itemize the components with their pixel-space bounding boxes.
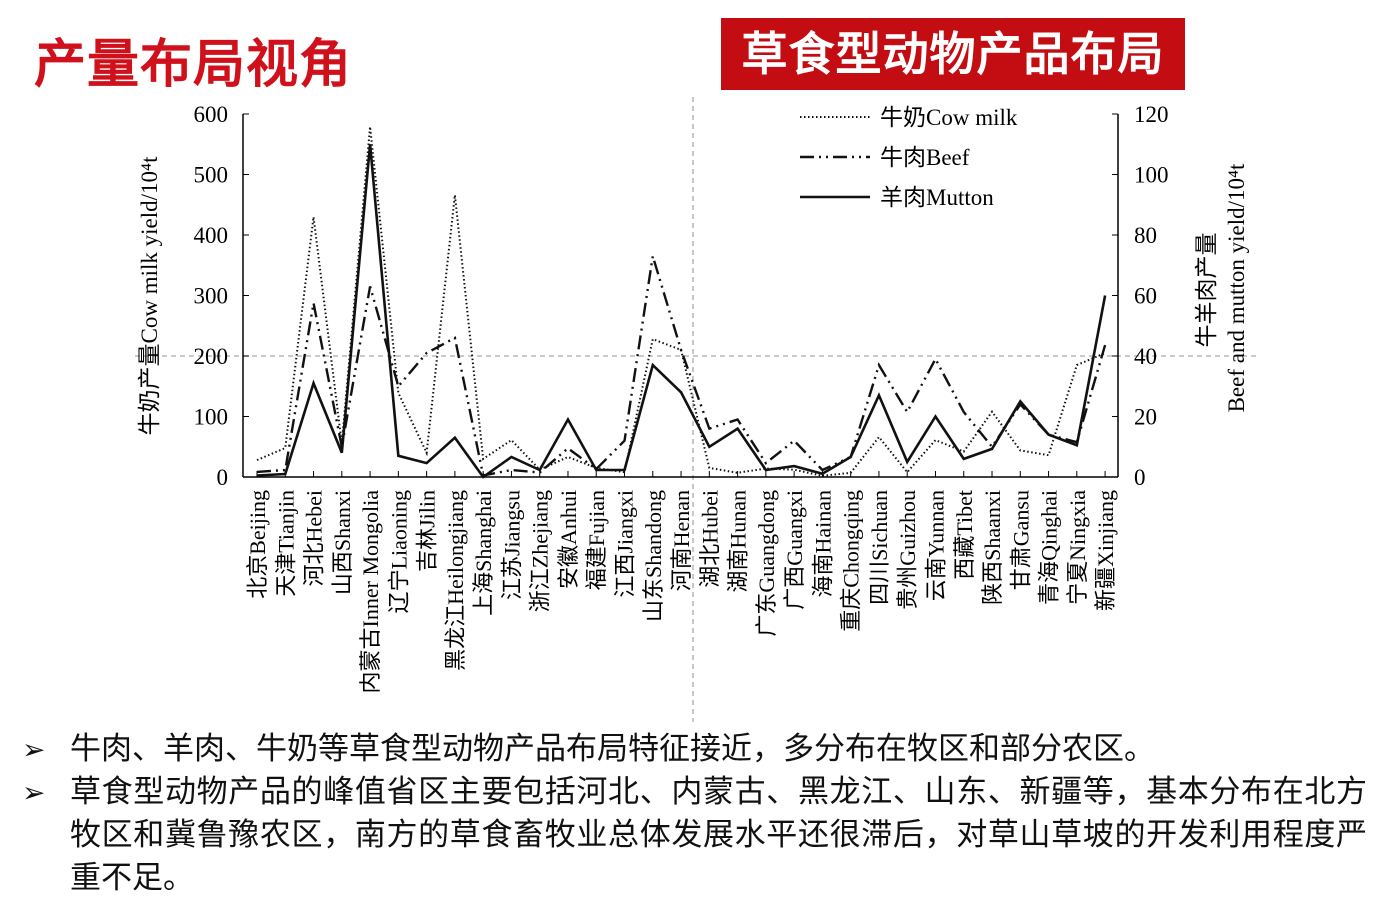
y-tick-label-right: 0 [1134,465,1146,490]
y-tick-label-right: 80 [1134,223,1157,248]
y-tick-label-right: 100 [1134,163,1169,188]
x-tick-label: 青海Qinghai [1037,490,1062,605]
y-tick-label-left: 600 [194,102,229,127]
x-tick-label: 内蒙古Inner Mongolia [358,490,383,694]
slide-title: 产量布局视角 [34,35,353,95]
bullet-list: ➢ 牛肉、羊肉、牛奶等草食型动物产品布局特征接近，多分布在牧区和部分农区。 ➢ … [22,728,1367,900]
y-tick-label-left: 500 [194,163,229,188]
x-tick-label: 浙江Zhejiang [528,490,553,612]
x-tick-label: 重庆Chongqing [839,490,864,632]
y-axis-label-right: 牛羊肉产量 [1194,233,1219,348]
bullet-text: 牛肉、羊肉、牛奶等草食型动物产品布局特征接近，多分布在牧区和部分农区。 [70,731,1155,767]
legend-label: 牛肉Beef [880,145,970,170]
x-tick-label: 宁夏Ningxia [1065,490,1090,605]
x-tick-label: 四川Sichuan [867,490,892,605]
section-banner: 草食型动物产品布局 [721,18,1185,90]
x-tick-label: 陕西Shaanxi [980,490,1005,605]
y-tick-label-right: 60 [1134,284,1157,309]
x-tick-label: 江苏Jiangsu [499,490,524,600]
series-line-dashdot [256,255,1107,477]
y-tick-label-left: 300 [194,284,229,309]
x-tick-label: 西藏Tibet [952,490,977,580]
x-tick-label: 河南Henan [669,490,694,591]
y-tick-label-left: 200 [194,344,229,369]
x-tick-label: 广西Guangxi [782,490,807,610]
x-tick-label: 湖南Hunan [726,490,751,593]
x-tick-label: 吉林Jilin [415,490,440,572]
x-tick-label: 安徽Anhui [556,490,581,589]
bullet-item: ➢ 牛肉、羊肉、牛奶等草食型动物产品布局特征接近，多分布在牧区和部分农区。 [22,728,1367,771]
y-tick-label-right: 120 [1134,102,1169,127]
x-tick-label: 天津Tianjin [273,490,298,597]
x-tick-label: 上海Shanghai [471,490,496,616]
x-tick-label: 广东Guangdong [754,490,779,637]
y-tick-label-left: 0 [217,465,229,490]
arrow-right-icon: ➢ [22,776,46,809]
y-tick-label-right: 20 [1134,405,1157,430]
x-tick-label: 江西Jiangxi [613,490,638,598]
legend-label: 羊肉Mutton [880,185,994,210]
bullet-item: ➢ 草食型动物产品的峰值省区主要包括河北、内蒙古、黑龙江、山东、新疆等，基本分布… [22,771,1367,900]
x-tick-label: 海南Hainan [810,490,835,598]
x-tick-label: 辽宁Liaoning [386,490,411,613]
bullet-text: 草食型动物产品的峰值省区主要包括河北、内蒙古、黑龙江、山东、新疆等，基本分布在北… [70,774,1367,896]
x-tick-label: 云南Yunnan [923,490,948,601]
x-tick-label: 黑龙江Heilongjiang [443,490,468,671]
y-tick-label-left: 400 [194,223,229,248]
x-tick-label: 贵州Guizhou [895,490,920,610]
x-tick-label: 新疆Xinjiang [1093,490,1118,611]
y-tick-label-left: 100 [194,405,229,430]
x-tick-label: 福建Fujian [584,490,609,590]
arrow-right-icon: ➢ [22,733,46,766]
y-tick-label-right: 40 [1134,344,1157,369]
legend-label: 牛奶Cow milk [880,105,1018,130]
x-tick-label: 湖北Hubei [697,490,722,588]
x-tick-label: 山东Shandong [641,490,666,622]
series-line-solid [256,144,1107,479]
x-tick-label: 甘肃Gansu [1008,490,1033,590]
x-tick-label: 山西Shanxi [330,490,355,595]
series-line-dotted [256,126,1106,477]
y-axis-label-left: 牛奶产量Cow milk yield/10⁴t [137,156,162,436]
x-tick-label: 河北Hebei [302,490,327,587]
x-tick-label: 北京Beijing [245,490,270,599]
y-axis-label-right: Beef and mutton yield/10⁴t [1224,163,1249,412]
